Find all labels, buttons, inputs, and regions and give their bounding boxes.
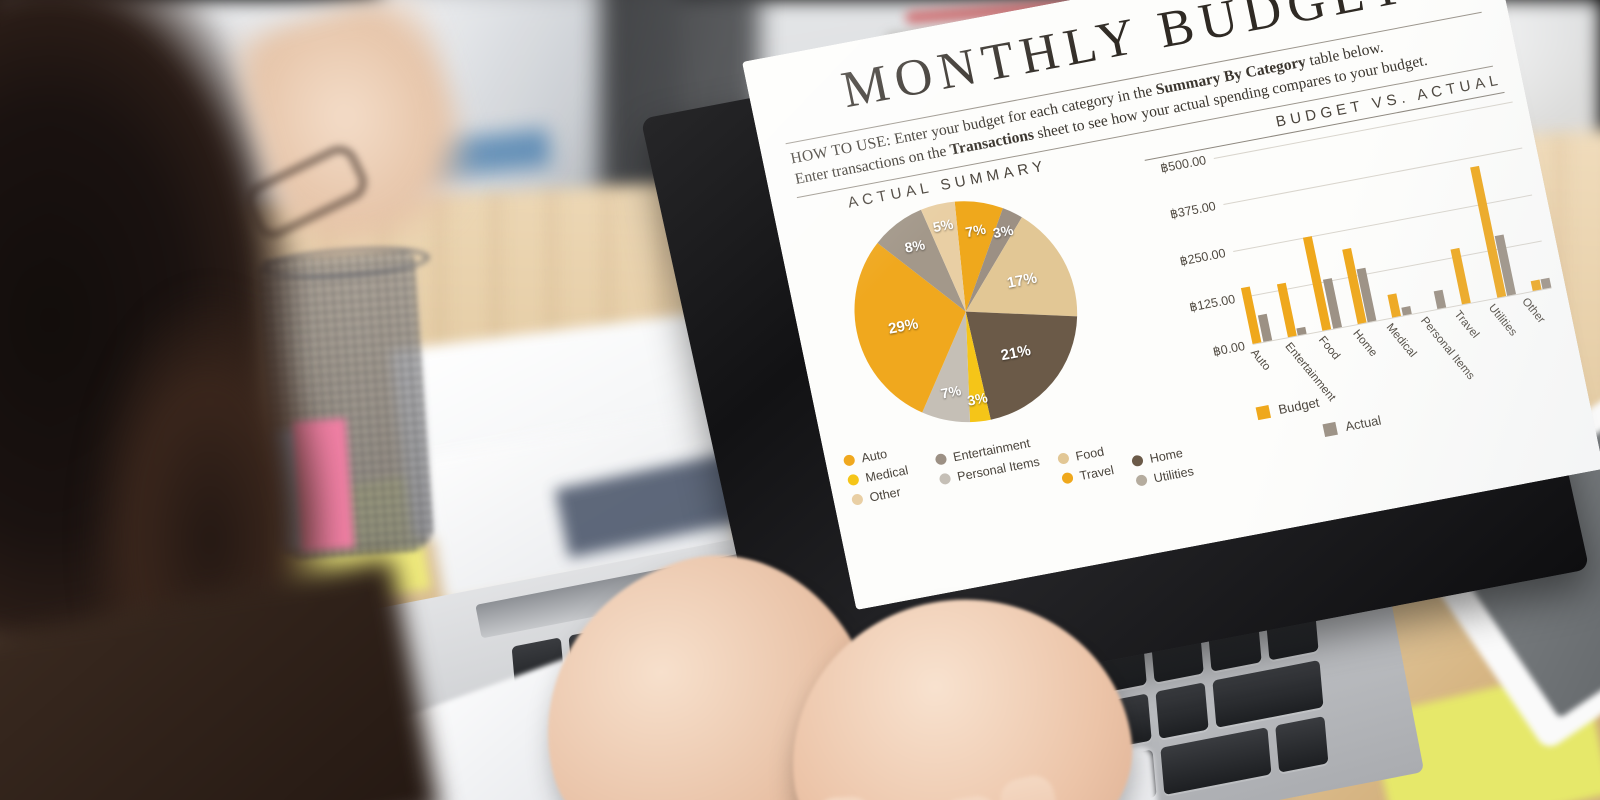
finger (996, 771, 1081, 800)
legend-swatch-icon (842, 453, 856, 467)
x-axis-tick-label: Utilities (1485, 301, 1519, 339)
key-enter (1212, 660, 1324, 728)
bar-budget[interactable] (1450, 248, 1472, 304)
bar-legend-label: Actual (1343, 412, 1383, 434)
pie-slice[interactable] (872, 205, 966, 325)
y-axis-tick-label: ฿375.00 (1168, 199, 1217, 222)
legend-swatch-icon (1056, 452, 1070, 465)
laptop-screen[interactable]: MONTHLY BUDGET HOW TO USE: Enter your bu… (742, 0, 1600, 611)
pie-chart-container: 7% 3% 17% 21% 3% 7% 29% 8% 5% (777, 164, 1170, 456)
finger (815, 796, 877, 800)
x-axis-tick-label: Travel (1451, 308, 1481, 341)
y-axis-tick-label: ฿0.00 (1211, 338, 1247, 359)
charts-container: ACTUAL SUMMARY 7% 3% 17% 21% 3% 7% 29% 8% 5% Aut… (771, 61, 1593, 560)
key (1274, 716, 1329, 773)
legend-swatch-icon (846, 473, 860, 487)
x-axis-tick-label: Auto (1247, 346, 1273, 373)
bar-group (1424, 290, 1447, 311)
key-shift-right (1160, 727, 1272, 795)
legend-swatch-icon (938, 472, 952, 486)
bar-budget[interactable] (1276, 283, 1297, 337)
pie-legend-label: Food (1074, 444, 1106, 464)
y-axis-tick-label: ฿125.00 (1188, 292, 1237, 315)
bar-chart-container: ฿500.00 ฿375.00 ฿250.00 ฿125.00 ฿0.00 Auto En… (1135, 100, 1569, 437)
x-axis-tick-label: Food (1315, 333, 1342, 362)
legend-swatch-icon (1255, 404, 1271, 420)
budget-vs-actual-panel: BUDGET VS. ACTUAL ฿500.00 ฿375.00 ฿250.00 ฿… (1119, 67, 1594, 495)
bar-budget[interactable] (1387, 293, 1402, 318)
pie-legend-item[interactable]: Travel (1061, 463, 1115, 486)
pie-slice[interactable] (949, 210, 1080, 336)
bar-group (1450, 246, 1482, 304)
pie-legend-label: Home (1148, 445, 1184, 466)
pie-legend-column: Auto Medical Other (842, 443, 914, 513)
legend-swatch-icon (1135, 473, 1149, 487)
pie-slice[interactable] (965, 291, 1095, 420)
pie-slice[interactable] (948, 311, 991, 423)
pie-legend-column: Food Travel (1056, 443, 1117, 492)
pie-legend-item[interactable]: Other (850, 482, 914, 507)
pie-slice[interactable] (946, 205, 1038, 312)
pie-legend-label: Other (868, 484, 902, 505)
bar-group (1276, 281, 1307, 337)
pie-legend-label: Medical (864, 462, 910, 485)
pie-legend-label: Travel (1078, 462, 1115, 483)
bar-group (1341, 246, 1377, 324)
actual-summary-panel: ACTUAL SUMMARY 7% 3% 17% 21% 3% 7% 29% 8% 5% Aut… (773, 143, 1195, 561)
pie-slice[interactable] (943, 193, 1022, 312)
x-axis-tick-label: Medical (1383, 321, 1419, 360)
bar-group (1469, 163, 1517, 298)
x-axis-tick-label: Home (1349, 327, 1379, 359)
pie-chart[interactable] (833, 181, 1099, 442)
bar-group (1387, 291, 1412, 318)
bar-actual[interactable] (1401, 306, 1412, 316)
bar-budget[interactable] (1530, 279, 1541, 291)
pie-slice[interactable] (904, 311, 989, 430)
legend-swatch-icon (1130, 454, 1145, 468)
pie-legend-column: Entertainment Personal Items (934, 435, 1042, 493)
legend-swatch-icon (850, 493, 864, 506)
legend-swatch-icon (934, 452, 948, 466)
budget-spreadsheet: MONTHLY BUDGET HOW TO USE: Enter your bu… (742, 0, 1600, 611)
legend-swatch-icon (1322, 421, 1338, 437)
y-axis-tick-label: ฿250.00 (1178, 245, 1227, 268)
pie-slice[interactable] (920, 201, 977, 316)
bar-group (1302, 234, 1342, 331)
bar-actual[interactable] (1434, 290, 1447, 309)
x-axis-tick-label: Other (1519, 295, 1548, 326)
legend-swatch-icon (1061, 471, 1075, 485)
bar-group (1530, 277, 1552, 291)
bar-actual[interactable] (1540, 277, 1552, 289)
pie-legend-item[interactable]: Food (1056, 443, 1111, 466)
key (1155, 682, 1210, 740)
pie-slice[interactable] (840, 229, 985, 421)
pie-legend-label: Auto (860, 446, 889, 465)
